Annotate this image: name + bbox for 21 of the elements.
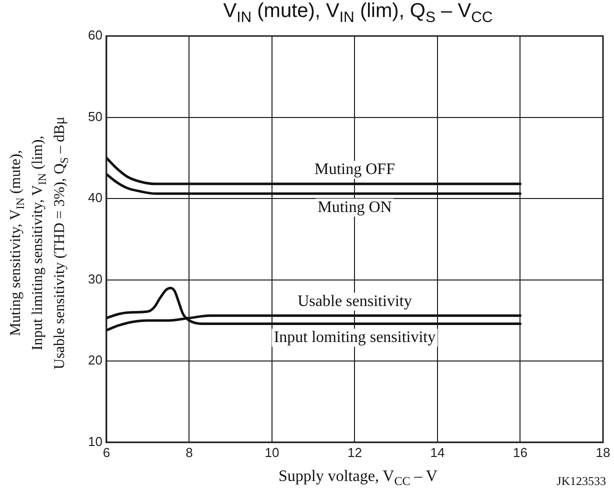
x-tick-label: 18 [596, 444, 610, 460]
y-tick-label: 60 [88, 28, 102, 43]
x-tick-label: 6 [102, 444, 110, 460]
series-label: Muting OFF [314, 161, 396, 178]
x-tick-label: 14 [430, 444, 445, 460]
y-tick-label: 40 [88, 190, 102, 206]
chart-title: V$_{IN}$ (mute), V$_{IN}$ (lim), Q$_{S}$ – V$_{CC}$ [222, 0, 494, 26]
y-tick-label: 10 [88, 434, 102, 449]
x-tick-label: 16 [513, 444, 528, 460]
text: JK123533 [556, 474, 606, 489]
x-axis-title: Supply voltage, V$_{CC}$ – V [278, 468, 438, 488]
series-label: Muting ON [318, 198, 392, 216]
y-tick-label: 20 [88, 352, 102, 368]
series-label: Input lomiting sensitivity [274, 328, 436, 346]
x-tick-label: 12 [347, 444, 362, 460]
x-tick-label: 8 [186, 444, 193, 460]
series-label: Usable sensitivity [298, 292, 412, 310]
y-tick-label: 30 [88, 271, 102, 286]
y-tick-label: 50 [88, 108, 102, 124]
line-series [106, 156, 522, 186]
x-tick-label: 10 [264, 444, 280, 460]
